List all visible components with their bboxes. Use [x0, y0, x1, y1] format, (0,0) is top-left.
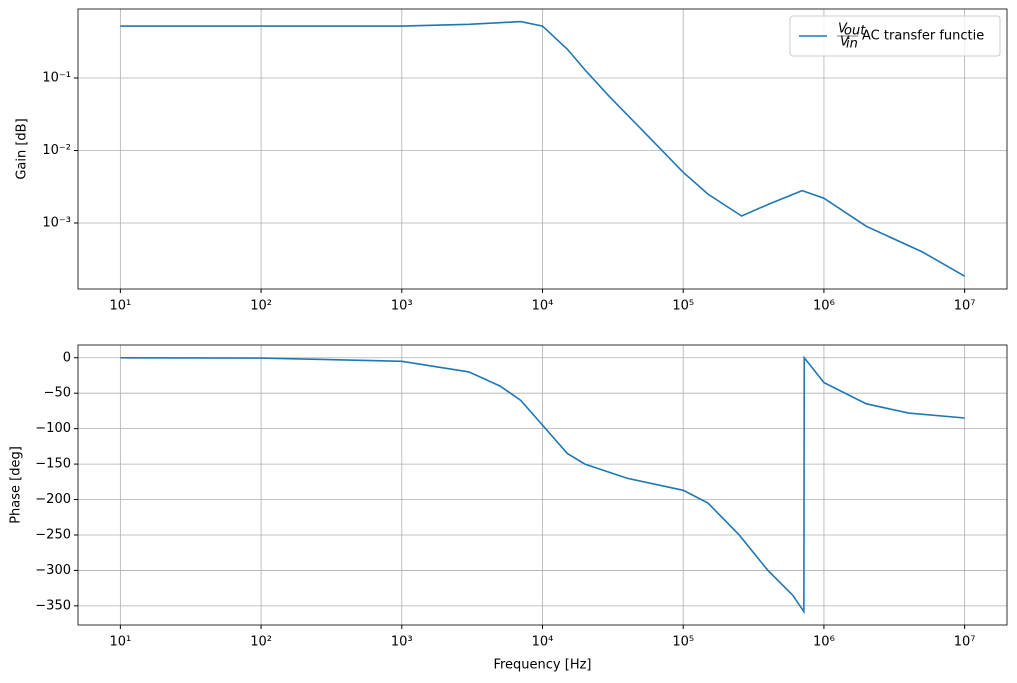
x-tick-label: 10⁶: [813, 299, 835, 314]
y-tick-label: 0: [63, 350, 71, 365]
data-line: [120, 355, 965, 615]
axes-frame: [77, 344, 1008, 626]
x-tick-label: 10⁶: [813, 635, 835, 650]
legend-den-sub: in: [846, 37, 858, 52]
x-tick-label: 10³: [391, 299, 413, 314]
y-axis-label: Phase [deg]: [9, 446, 24, 524]
y-tick-label: −300: [35, 563, 71, 578]
legend-frame: [789, 15, 1001, 57]
x-tick-label: 10²: [250, 635, 272, 650]
y-tick-label: −100: [35, 421, 71, 436]
x-tick-label: 10²: [250, 299, 272, 314]
x-tick-label: 10¹: [109, 299, 131, 314]
x-tick-label: 10⁷: [954, 635, 976, 650]
y-axis-label: Gain [dB]: [15, 118, 30, 179]
x-tick-label: 10⁴: [532, 635, 554, 650]
x-tick-label: 10³: [391, 635, 413, 650]
x-tick-label: 10⁴: [532, 299, 554, 314]
y-tick-label: 10⁻³: [42, 216, 71, 231]
x-tick-label: 10⁵: [672, 299, 694, 314]
y-tick-label: −150: [35, 457, 71, 472]
y-tick-label: −250: [35, 527, 71, 542]
y-tick-label: −200: [35, 492, 71, 507]
axes-frame: [77, 8, 1008, 290]
data-line: [120, 20, 966, 277]
legend-num-sub: out: [844, 24, 866, 39]
y-tick-label: 10⁻¹: [42, 71, 71, 86]
legend-num: V: [838, 22, 848, 37]
x-tick-label: 10⁵: [672, 635, 694, 650]
legend-den: V: [840, 35, 850, 50]
y-tick-label: 10⁻²: [42, 143, 71, 158]
legend-label: AC transfer functie: [862, 29, 984, 44]
y-tick-label: −50: [44, 386, 71, 401]
y-tick-label: −350: [35, 598, 71, 613]
x-tick-label: 10⁷: [954, 299, 976, 314]
x-axis-label: Frequency [Hz]: [493, 658, 591, 673]
x-tick-label: 10¹: [109, 635, 131, 650]
